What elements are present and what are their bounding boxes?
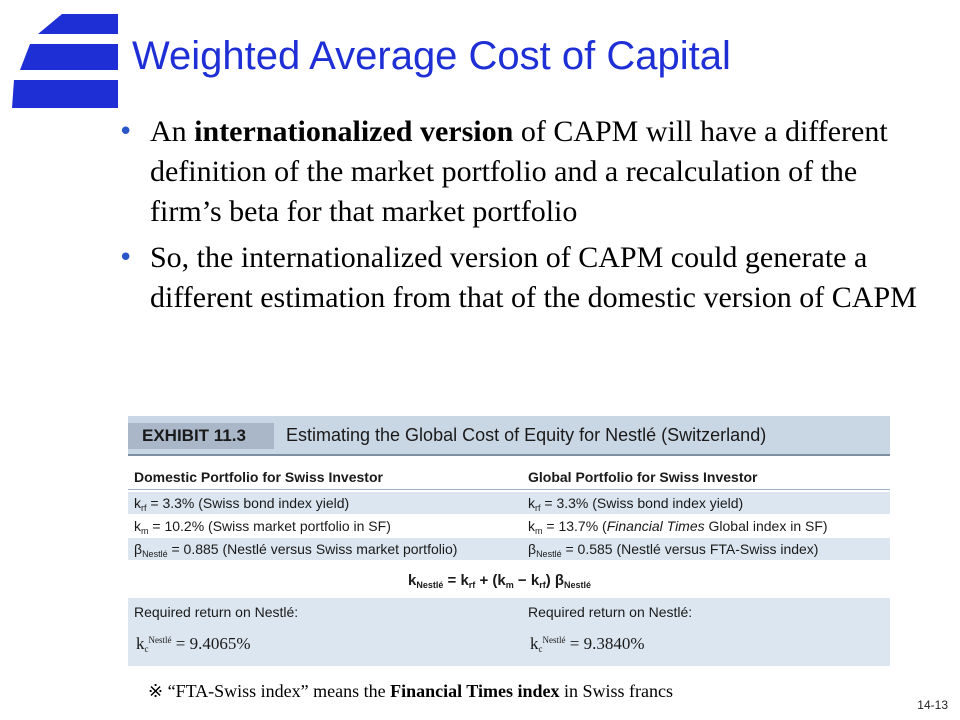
bullet-item: • An internationalized version of CAPM w… <box>118 112 918 232</box>
domestic-required-value: kcNestlé = 9.4065% <box>136 634 251 654</box>
page-number: 14-13 <box>917 698 948 712</box>
exhibit-table: EXHIBIT 11.3 Estimating the Global Cost … <box>128 416 890 666</box>
domestic-header: Domestic Portfolio for Swiss Investor <box>134 469 383 485</box>
table-row: Domestic Portfolio for Swiss Investor Gl… <box>128 466 890 488</box>
required-return-block: Required return on Nestlé: Required retu… <box>128 598 890 666</box>
table-row: βNestlé = 0.885 (Nestlé versus Swiss mar… <box>128 538 890 560</box>
global-header: Global Portfolio for Swiss Investor <box>528 469 758 485</box>
domestic-km: km = 10.2% (Swiss market portfolio in SF… <box>134 518 391 536</box>
domestic-required-label: Required return on Nestlé: <box>134 604 299 620</box>
exhibit-number: EXHIBIT 11.3 <box>128 423 274 449</box>
bullet-list: • An internationalized version of CAPM w… <box>118 112 918 318</box>
exhibit-header: EXHIBIT 11.3 Estimating the Global Cost … <box>128 416 890 456</box>
bullet-1-bold: internationalized version <box>194 115 514 148</box>
global-krf: krf = 3.3% (Swiss bond index yield) <box>528 495 744 513</box>
domestic-beta: βNestlé = 0.885 (Nestlé versus Swiss mar… <box>134 541 458 559</box>
page-title: Weighted Average Cost of Capital <box>132 34 731 78</box>
bullet-1-pre: An <box>150 115 195 148</box>
bullet-item: • So, the internationalized version of C… <box>118 238 918 318</box>
footnote-marker-icon: ※ <box>148 681 164 701</box>
global-required-label: Required return on Nestlé: <box>528 604 693 620</box>
global-km: km = 13.7% (Financial Times Global index… <box>528 518 828 536</box>
table-row: krf = 3.3% (Swiss bond index yield) krf … <box>128 492 890 514</box>
capm-formula: kNestlé = krf + (km − krf) βNestlé <box>408 572 592 590</box>
global-required-value: kcNestlé = 9.3840% <box>530 634 645 654</box>
logo-bars-icon <box>12 14 118 108</box>
exhibit-title: Estimating the Global Cost of Equity for… <box>286 425 767 445</box>
footnote: ※ “FTA-Swiss index” means the Financial … <box>148 681 673 701</box>
global-beta: βNestlé = 0.585 (Nestlé versus FTA-Swiss… <box>528 541 819 559</box>
bullet-dot-icon: • <box>118 117 134 147</box>
bullet-1-post: of CAPM will have a different definition… <box>150 115 888 228</box>
table-row: km = 10.2% (Swiss market portfolio in SF… <box>128 515 890 537</box>
bullet-2-text: So, the internationalized version of CAP… <box>150 241 917 314</box>
bullet-dot-icon: • <box>118 243 134 273</box>
domestic-krf: krf = 3.3% (Swiss bond index yield) <box>134 495 350 513</box>
divider <box>128 489 890 490</box>
